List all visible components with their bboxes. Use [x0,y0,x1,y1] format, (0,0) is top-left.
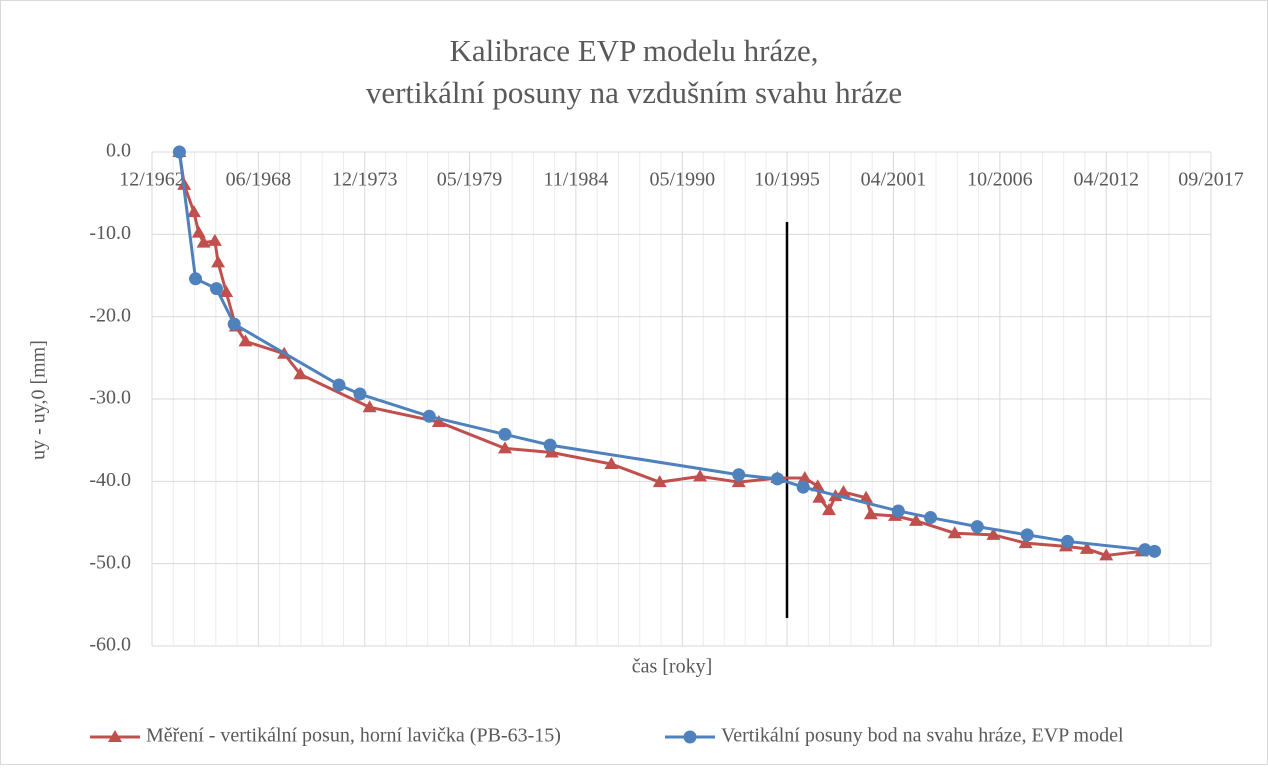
marker [238,334,253,347]
marker [1138,543,1152,557]
x-tick-label: 09/2017 [1178,169,1244,191]
legend-marker [683,730,697,744]
marker [909,513,924,526]
legend-label: Měření - vertikální posun, horní lavička… [146,725,561,747]
x-tick-label: 05/1979 [437,169,503,191]
marker [797,471,812,484]
marker [1020,528,1034,542]
marker [863,507,878,520]
x-tick-label: 12/1962 [119,169,185,191]
marker [796,480,810,494]
marker [362,400,377,413]
marker [1061,534,1075,548]
marker [186,205,201,218]
marker [770,472,784,486]
marker [836,485,851,498]
marker [986,527,1001,540]
marker [172,145,186,159]
marker [191,225,206,238]
marker [970,520,984,534]
marker [422,409,436,423]
x-tick-label: 04/2012 [1073,169,1139,191]
marker [1099,548,1114,561]
marker [498,427,512,441]
marker [207,233,222,246]
y-tick-label: -30.0 [89,387,131,409]
marker [821,503,836,516]
marker [196,235,211,248]
marker [227,317,241,331]
marker [544,445,559,458]
chart-title: Kalibrace EVP modelu hráze, [450,33,819,68]
y-tick-label: -40.0 [89,469,131,491]
y-tick-label: 0.0 [106,140,131,162]
marker [859,490,874,503]
marker [732,468,746,482]
marker [1018,536,1033,549]
marker [652,475,667,488]
y-tick-label: -50.0 [89,551,131,573]
marker [211,255,226,268]
marker [947,526,962,539]
marker [810,479,825,492]
marker [1079,541,1094,554]
x-tick-label: 04/2001 [861,169,927,191]
legend-marker [108,730,122,742]
marker [498,441,512,454]
y-tick-label: -20.0 [89,304,131,326]
x-tick-label: 10/1995 [754,169,820,191]
marker [543,438,557,452]
x-axis-label: čas [roky] [632,656,713,678]
marker [332,378,346,392]
marker [891,504,905,518]
x-tick-label: 12/1973 [332,169,398,191]
y-tick-label: -10.0 [89,222,131,244]
marker [189,272,203,286]
x-tick-label: 06/1968 [226,169,292,191]
x-tick-label: 10/2006 [967,169,1033,191]
x-tick-label: 11/1984 [544,169,609,191]
marker [293,367,308,380]
marker [1148,544,1162,558]
marker [431,415,446,428]
x-tick-label: 05/1990 [650,169,716,191]
legend-label: Vertikální posuny bod na svahu hráze, EV… [721,725,1124,747]
y-tick-label: -60.0 [89,634,131,656]
marker [219,284,234,297]
marker [924,511,938,525]
marker [353,387,367,401]
marker [604,457,619,470]
y-axis-label: uy - uy,0 [mm] [28,340,50,460]
marker [812,490,827,503]
chart-title: vertikální posuny na vzdušním svahu hráz… [366,75,902,110]
marker [209,282,223,296]
marker [693,469,708,482]
